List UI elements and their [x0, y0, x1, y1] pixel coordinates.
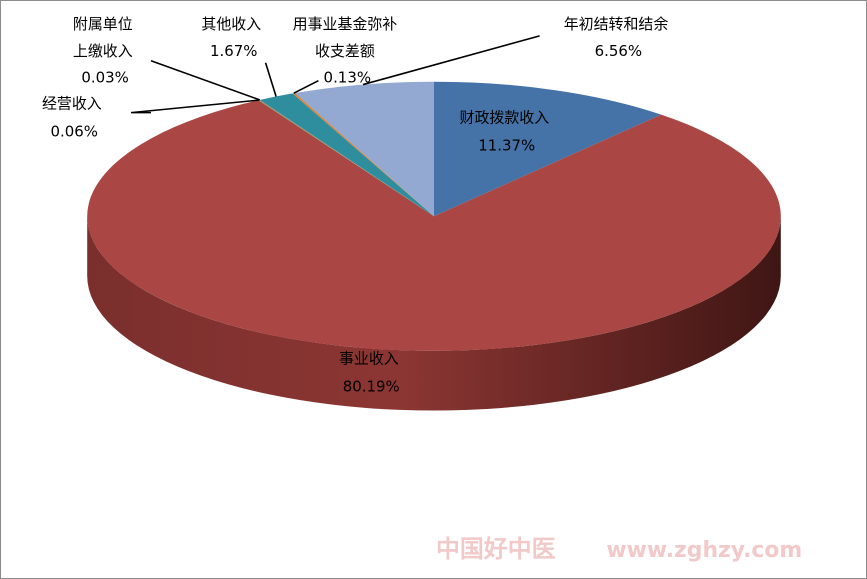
slice-business-revenue [87, 100, 781, 351]
label-subsidiary-remittance: 附属单位 上缴收入 0.03% [73, 15, 137, 87]
slice-carryover-balance [295, 81, 434, 217]
leader-carryover [362, 35, 540, 86]
label-carryover-balance: 年初结转和结余 6.56% [564, 15, 673, 60]
pie-side-walls [87, 216, 781, 411]
watermark-cn: 中国好中医 [436, 535, 556, 563]
label-business-revenue: 事业收入 80.19% [339, 350, 404, 396]
label-fiscal-appropriation: 财政拨款收入 11.37% [460, 109, 554, 155]
slice-fiscal-appropriation [433, 81, 662, 217]
slice-other-revenue [260, 93, 434, 217]
pie-top-slices [87, 81, 781, 351]
slice-fund-deficit-offset [292, 92, 434, 217]
leader-subsidiary [150, 60, 261, 101]
slice-business-revenue-side [87, 216, 781, 411]
leader-operating [130, 99, 260, 114]
label-operating-revenue: 经营收入 0.06% [42, 95, 107, 141]
label-fund-deficit-offset: 用事业基金弥补 收支差额 0.13% [293, 15, 402, 87]
watermark-url: www.zghzy.com [606, 538, 802, 563]
slice-subsidiary-remittance [259, 99, 434, 217]
leader-lines [130, 35, 540, 114]
label-other-revenue: 其他收入 1.67% [201, 15, 266, 60]
leader-fund-deficit [293, 80, 319, 94]
leader-other [264, 62, 277, 97]
slice-operating-revenue [258, 99, 434, 217]
